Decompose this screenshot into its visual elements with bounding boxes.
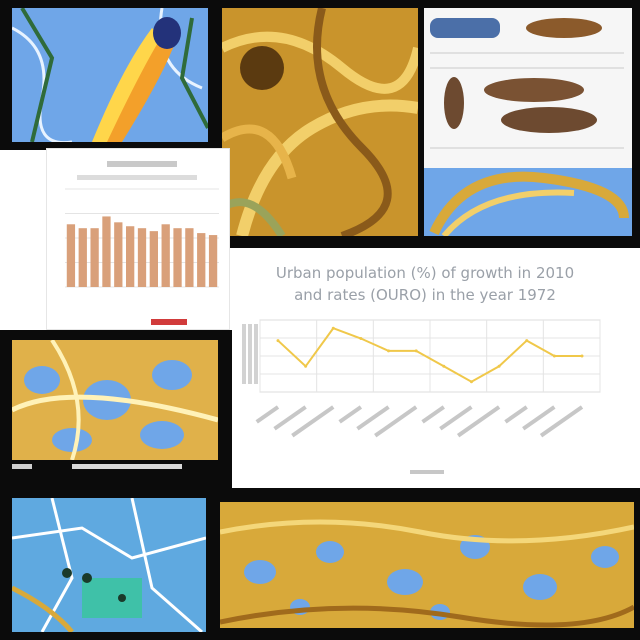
mini-chart-subtitle-placeholder: [77, 175, 197, 180]
tile-golden-texture-image: [222, 8, 418, 236]
mini-bar: [102, 216, 111, 287]
main-series-point: [414, 349, 418, 353]
main-x-tick-label: [255, 405, 280, 424]
main-x-tick-label: [291, 405, 335, 438]
mini-bar: [114, 222, 123, 287]
network-caption-bar: [12, 462, 218, 472]
main-x-tick-label: [356, 405, 390, 431]
legend-swatch-icon: [151, 319, 187, 325]
tile-gold-honeycomb-image: [220, 502, 634, 628]
main-series-point: [552, 354, 556, 358]
mini-bar: [185, 228, 194, 287]
mini-bar: [66, 224, 76, 287]
tile-network-image: [12, 340, 218, 460]
network-texture-illustration: [12, 340, 218, 460]
main-series-point: [580, 354, 584, 358]
main-x-tick-label: [522, 405, 556, 431]
mini-bar-chart: [65, 161, 219, 325]
main-series-point: [387, 349, 391, 353]
main-line-chart-card: [232, 250, 608, 488]
main-x-tick-label: [456, 405, 501, 438]
orange-pod-illustration: [12, 8, 208, 142]
main-series-point: [525, 339, 529, 343]
main-y-axis-label: [242, 324, 246, 384]
main-chart-title: Urban population (%) of growth in 2010 a…: [240, 262, 610, 306]
mini-bar: [197, 233, 206, 287]
main-x-tick-label: [539, 405, 584, 438]
main-series-point: [497, 364, 501, 368]
tile-orange-pod-image: [12, 8, 208, 142]
main-series-point: [304, 364, 308, 368]
mini-bar: [161, 224, 170, 287]
main-y-axis-label: [248, 324, 252, 384]
mini-bar-chart-card: [46, 148, 230, 330]
main-line-chart: [242, 319, 601, 474]
mini-bar: [137, 228, 147, 287]
main-x-tick-label: [338, 405, 363, 424]
mini-bar: [149, 231, 158, 287]
honeycomb-illustration: [220, 502, 634, 628]
main-series-point: [469, 380, 473, 384]
main-series-point: [276, 339, 280, 343]
main-series-line: [277, 327, 582, 383]
main-x-tick-label: [421, 405, 445, 424]
main-chart-title-line1: Urban population (%) of growth in 2010: [275, 264, 575, 282]
tile-cells-image: [12, 498, 206, 632]
main-series-point: [359, 337, 363, 341]
main-series-point: [331, 326, 335, 330]
mini-bar: [78, 228, 87, 287]
golden-organic-illustration: [222, 8, 418, 236]
main-series-point: [442, 364, 446, 368]
main-x-tick-label: [504, 405, 528, 424]
main-x-axis-title: [410, 470, 444, 474]
tool-illustration-icon: [424, 8, 632, 236]
mini-bar: [126, 226, 135, 287]
tile-tools-diagram-image: [424, 8, 632, 236]
main-y-axis-label: [254, 324, 258, 384]
main-x-tick-label: [439, 405, 473, 431]
cells-illustration: [12, 498, 206, 632]
mini-chart-title-placeholder: [107, 161, 177, 167]
mini-bar: [173, 228, 182, 287]
mini-bar: [90, 228, 99, 287]
main-x-tick-label: [273, 405, 307, 431]
main-x-tick-label: [374, 405, 418, 438]
main-chart-title-line2: and rates (OURO) in the year 1972: [294, 286, 556, 304]
mini-bar: [208, 235, 218, 287]
